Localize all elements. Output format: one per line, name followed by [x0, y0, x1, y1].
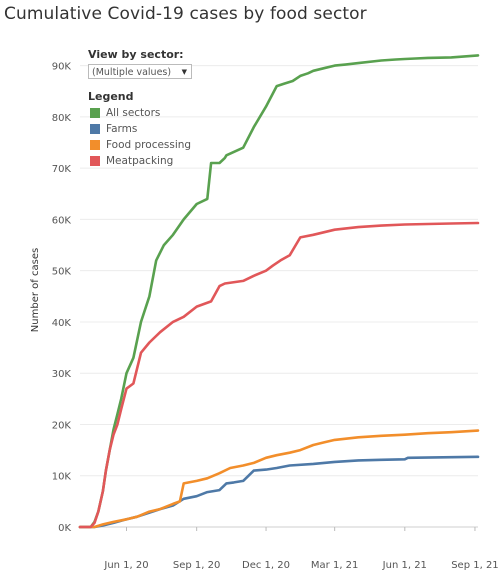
x-tick-label: Dec 1, 20: [242, 560, 290, 571]
y-tick-label: 50K: [52, 267, 72, 278]
series-line-food-processing: [78, 429, 480, 529]
sector-select[interactable]: (Multiple values) ▼: [88, 64, 192, 79]
legend: Legend All sectors Farms Food processing…: [88, 90, 191, 169]
legend-swatch: [90, 108, 100, 118]
legend-item-all-sectors[interactable]: All sectors: [88, 105, 191, 121]
legend-item-meatpacking[interactable]: Meatpacking: [88, 153, 191, 169]
y-tick-label: 80K: [52, 113, 72, 124]
y-tick-label: 70K: [52, 164, 72, 175]
legend-item-farms[interactable]: Farms: [88, 121, 191, 137]
series-line-meatpacking: [78, 221, 480, 529]
chart-title: Cumulative Covid-19 cases by food sector: [4, 4, 367, 24]
sector-filter: View by sector: (Multiple values) ▼: [88, 48, 192, 79]
legend-label: Food processing: [106, 139, 192, 151]
legend-title: Legend: [88, 90, 134, 103]
legend-swatch: [90, 124, 100, 134]
filter-label: View by sector:: [88, 48, 184, 61]
y-tick-label: 60K: [52, 215, 72, 226]
y-tick-label: 90K: [52, 62, 72, 73]
axes: 0K 10K 20K 30K 40K 50K 60K 70K 80K 90K Jun 1, 20 Se…: [52, 62, 499, 571]
legend-label: Meatpacking: [106, 155, 174, 167]
chevron-down-icon: ▼: [181, 68, 187, 76]
x-tick-label: Sep 1, 21: [451, 560, 498, 571]
series-lines: [78, 54, 480, 529]
y-axis-label: Number of cases: [30, 248, 41, 332]
series-line-all-sectors: [78, 54, 480, 529]
x-tick-label: Sep 1, 20: [173, 560, 220, 571]
y-tick-label: 20K: [52, 420, 72, 431]
x-tick-label: Jun 1, 20: [103, 560, 148, 571]
legend-label: Farms: [106, 123, 138, 135]
legend-item-food-processing[interactable]: Food processing: [88, 137, 191, 153]
y-tick-label: 30K: [52, 369, 72, 380]
x-tick-label: Mar 1, 21: [311, 560, 359, 571]
gridlines: [80, 65, 478, 477]
y-tick-label: 40K: [52, 318, 72, 329]
y-tick-label: 10K: [52, 472, 72, 483]
y-tick-label: 0K: [58, 523, 71, 534]
legend-swatch: [90, 156, 100, 166]
legend-swatch: [90, 140, 100, 150]
legend-label: All sectors: [106, 107, 161, 119]
x-tick-label: Jun 1, 21: [382, 560, 427, 571]
sector-select-value: (Multiple values): [92, 67, 172, 78]
